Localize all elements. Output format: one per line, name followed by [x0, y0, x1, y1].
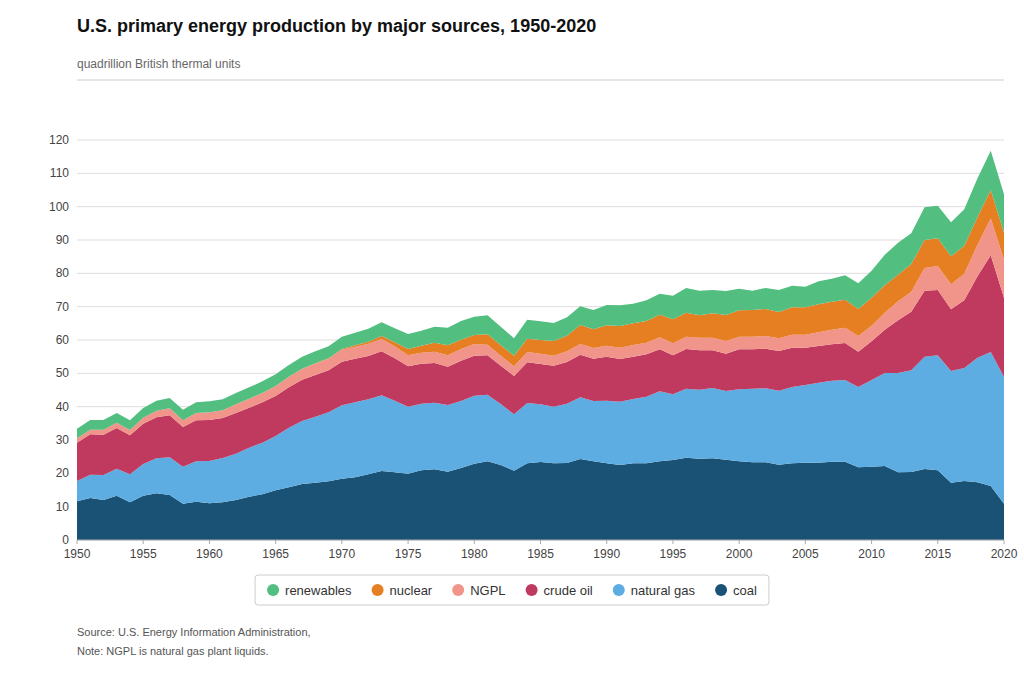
x-tick-label: 1955	[130, 547, 157, 561]
legend-box	[255, 575, 769, 605]
y-tick-label: 40	[56, 400, 70, 414]
x-tick	[805, 540, 806, 544]
x-tick	[275, 540, 276, 544]
x-tick-label: 1950	[64, 547, 91, 561]
y-tick-label: 70	[56, 300, 70, 314]
x-tick	[143, 540, 144, 544]
legend-marker	[452, 584, 464, 596]
y-tick-label: 90	[56, 233, 70, 247]
x-tick	[606, 540, 607, 544]
grid-line	[77, 540, 1004, 541]
x-tick	[1004, 540, 1005, 544]
grid-line	[77, 240, 1004, 241]
x-tick	[871, 540, 872, 544]
y-tick-label: 50	[56, 366, 70, 380]
x-tick-label: 1970	[329, 547, 356, 561]
legend-marker	[613, 584, 625, 596]
y-tick-label: 20	[56, 466, 70, 480]
x-tick-label: 2020	[991, 547, 1018, 561]
legend-marker	[526, 584, 538, 596]
x-tick-label: 1995	[660, 547, 687, 561]
note: Note: NGPL is natural gas plant liquids.	[77, 645, 269, 657]
x-tick	[77, 540, 78, 544]
y-tick-label: 0	[62, 533, 69, 547]
areas	[77, 151, 1004, 540]
y-tick-label: 30	[56, 433, 70, 447]
grid-line	[77, 173, 1004, 174]
area	[77, 151, 1004, 439]
x-tick-label: 1990	[593, 547, 620, 561]
x-tick	[408, 540, 409, 544]
x-tick-label: 1985	[527, 547, 554, 561]
y-tick-label: 120	[49, 133, 69, 147]
grid-line	[77, 206, 1004, 207]
x-tick	[739, 540, 740, 544]
x-tick-label: 2015	[924, 547, 951, 561]
grid-line	[77, 140, 1004, 141]
y-tick-label: 110	[50, 166, 69, 180]
legend-label: renewables	[285, 583, 352, 598]
x-tick	[341, 540, 342, 544]
x-tick	[672, 540, 673, 544]
x-tick	[540, 540, 541, 544]
x-tick-label: 2005	[792, 547, 819, 561]
x-tick	[209, 540, 210, 544]
legend-label: natural gas	[631, 583, 696, 598]
grid-line	[77, 273, 1004, 274]
x-tick	[937, 540, 938, 544]
x-tick-label: 2010	[858, 547, 885, 561]
y-tick-label: 80	[56, 266, 70, 280]
x-tick-label: 1965	[262, 547, 289, 561]
x-tick	[474, 540, 475, 544]
y-tick-label: 100	[49, 200, 69, 214]
separator	[77, 80, 1004, 81]
x-tick-label: 2000	[726, 547, 753, 561]
legend-marker	[372, 584, 384, 596]
grid	[77, 140, 1004, 540]
legend: renewables nuclear NGPL crude oil natural ga…	[255, 575, 769, 605]
y-tick-label: 10	[56, 500, 70, 514]
y-tick-label: 60	[56, 333, 70, 347]
chart: U.S. primary energy production by major …	[0, 0, 1024, 677]
x-tick-label: 1960	[196, 547, 223, 561]
source: Source: U.S. Energy Information Administ…	[77, 626, 311, 638]
legend-label: NGPL	[470, 583, 505, 598]
legend-label: coal	[733, 583, 757, 598]
background	[0, 0, 1024, 677]
legend-marker	[267, 584, 279, 596]
legend-label: nuclear	[390, 583, 433, 598]
legend-label: crude oil	[544, 583, 593, 598]
title: U.S. primary energy production by major …	[77, 16, 596, 36]
x-tick-label: 1980	[461, 547, 488, 561]
x-axis-line	[77, 540, 1004, 541]
legend-marker	[715, 584, 727, 596]
x-tick-label: 1975	[395, 547, 422, 561]
y-axis-label: quadrillion British thermal units	[77, 57, 240, 71]
